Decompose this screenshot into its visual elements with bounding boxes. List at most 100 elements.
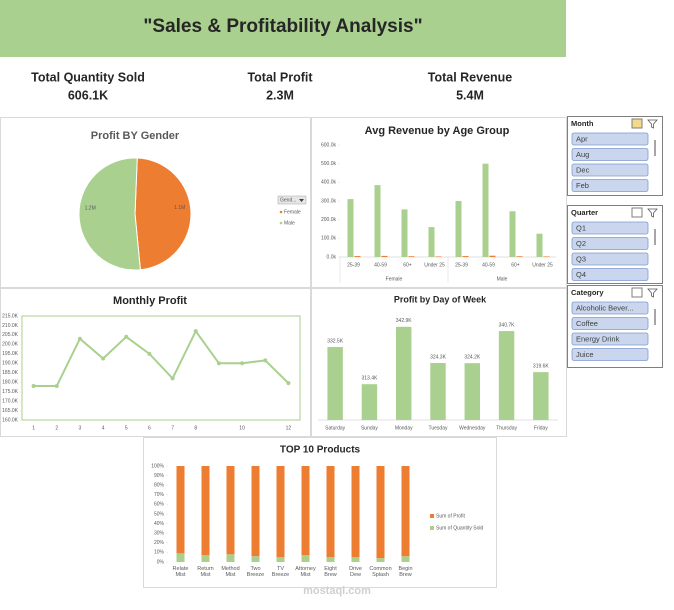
slicer-item-label[interactable]: Energy Drink (576, 334, 620, 343)
bar (464, 363, 480, 420)
y-tick-label: 0% (157, 559, 165, 565)
y-tick-label: 100% (151, 463, 164, 469)
clear-filter-icon[interactable] (647, 208, 658, 218)
x-tick-label: 2 (55, 425, 58, 431)
slicer-title: Month (571, 119, 594, 128)
y-tick-label: 185.0K (2, 370, 19, 376)
y-tick-label: 70% (154, 492, 165, 498)
slicer-item[interactable] (571, 348, 649, 361)
bar-segment (351, 557, 360, 562)
marker (170, 376, 175, 381)
slicer-item-label[interactable]: Q3 (576, 254, 586, 263)
y-tick-label: 0.0k (327, 254, 337, 260)
x-tick-label: 4 (102, 425, 105, 431)
y-tick-label: 30% (154, 531, 165, 537)
bar (401, 209, 408, 257)
y-tick-label: 200.0k (321, 217, 337, 223)
bar-segment (251, 556, 260, 562)
bar-segment (401, 466, 410, 557)
multi-select-icon[interactable] (631, 118, 643, 129)
x-tick-label: 25-39 (455, 262, 468, 268)
slicer-item-label[interactable]: Q4 (576, 270, 586, 279)
marker (286, 381, 291, 386)
x-tick-label: Under 25 (532, 262, 553, 268)
clear-filter-icon[interactable] (647, 119, 658, 129)
bar (374, 185, 381, 257)
y-tick-label: 80% (154, 483, 165, 489)
multi-select-icon[interactable] (631, 207, 643, 218)
slicer-item-label[interactable]: Aug (576, 150, 589, 159)
plot-frame (21, 315, 301, 421)
group-label: Female (386, 276, 403, 282)
bar (509, 211, 516, 257)
kpi-value: 5.4M (456, 88, 484, 102)
bar (430, 362, 446, 420)
y-tick-label: 160.0K (2, 417, 19, 423)
pie-slice (134, 157, 192, 271)
slicer-item-label[interactable]: Juice (576, 350, 594, 359)
line (33, 329, 290, 387)
bar (361, 384, 378, 420)
x-tick-label: 3 (79, 425, 82, 431)
slicer-item[interactable] (571, 332, 649, 346)
bar-segment (176, 466, 185, 554)
slicer-item[interactable] (571, 163, 649, 177)
x-tick-label: 25-39 (347, 262, 360, 268)
slicer-item[interactable] (571, 301, 649, 315)
slicer-item[interactable] (571, 237, 649, 250)
x-tick-label: Drive Dew (349, 566, 362, 578)
bar-segment (376, 558, 385, 562)
kpi-label: Total Profit (247, 70, 313, 84)
x-tick-label: 7 (171, 425, 174, 431)
title-band (0, 0, 566, 57)
dashboard-title: "Sales & Profitability Analysis" (143, 16, 422, 37)
y-tick-label: 10% (154, 550, 165, 556)
slicer-item[interactable] (571, 252, 649, 266)
slicer-item-label[interactable]: Dec (576, 165, 590, 174)
x-tick-label-text: Method Mist (221, 566, 240, 578)
x-tick-label-text: Eight Brew (324, 566, 337, 578)
slicer-item-label[interactable]: Alcoholic Bever... (576, 303, 634, 312)
x-tick-label-text: Drive Dew (349, 566, 362, 578)
multi-select-icon[interactable] (631, 287, 643, 298)
y-tick-label: 195.0K (2, 351, 19, 357)
kpi-value: 606.1K (68, 88, 108, 102)
x-tick-label: Monday (395, 425, 413, 431)
marker (101, 356, 106, 361)
kpi-label: Total Revenue (428, 70, 513, 84)
slicer-item[interactable] (571, 179, 649, 192)
slicer-item[interactable] (571, 221, 649, 235)
slicer-item[interactable] (571, 317, 649, 330)
x-tick-label: 60+ (403, 262, 412, 268)
marker (77, 336, 82, 341)
chart-title: Profit BY Gender (91, 130, 180, 142)
slicer-item[interactable] (571, 148, 649, 161)
legend-label: Sum of Quantity Sold (436, 525, 483, 531)
x-tick-label-text: Common Splash (369, 566, 392, 578)
legend-label: Female (284, 209, 301, 215)
bar-segment (301, 555, 310, 562)
marker (193, 329, 198, 334)
slicer-item-label[interactable]: Q1 (576, 223, 586, 232)
clear-filter-icon[interactable] (647, 288, 658, 298)
bar (543, 256, 550, 257)
legend-field-button[interactable] (277, 195, 307, 205)
slicer-item-label[interactable]: Apr (576, 134, 588, 143)
x-tick-label: TV Breeze (272, 566, 289, 578)
legend-label: Sum of Profit (436, 513, 466, 519)
legend-swatch (430, 526, 434, 530)
slicer-item-label[interactable]: Coffee (576, 319, 598, 328)
slicer-item-label[interactable]: Q2 (576, 239, 586, 248)
y-tick-label: 500.0k (321, 161, 337, 167)
legend-title[interactable]: Gend... (280, 197, 296, 203)
x-tick-label: 10 (239, 425, 245, 431)
dropdown-arrow[interactable] (299, 199, 304, 202)
marker (216, 361, 221, 366)
slicer-item-label[interactable]: Feb (576, 181, 589, 190)
slicer-item[interactable] (571, 132, 649, 146)
y-tick-label: 100.0k (321, 236, 337, 242)
data-label: 1.1M (174, 205, 185, 211)
slicer-item[interactable] (571, 268, 649, 281)
x-tick-label: Wednesday (459, 425, 486, 431)
